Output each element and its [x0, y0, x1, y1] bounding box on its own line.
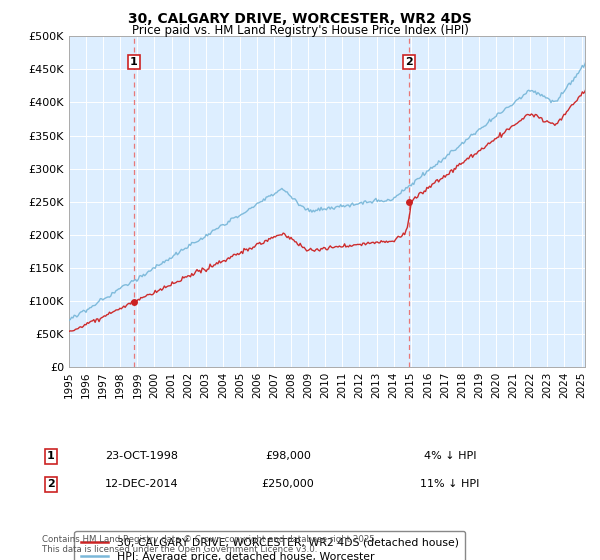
- Text: 1: 1: [47, 451, 55, 461]
- Text: 11% ↓ HPI: 11% ↓ HPI: [421, 479, 479, 489]
- Text: 12-DEC-2014: 12-DEC-2014: [105, 479, 179, 489]
- Text: 2: 2: [406, 57, 413, 67]
- Legend: 30, CALGARY DRIVE, WORCESTER, WR2 4DS (detached house), HPI: Average price, deta: 30, CALGARY DRIVE, WORCESTER, WR2 4DS (d…: [74, 531, 465, 560]
- Text: 23-OCT-1998: 23-OCT-1998: [105, 451, 178, 461]
- Text: 4% ↓ HPI: 4% ↓ HPI: [424, 451, 476, 461]
- Text: £250,000: £250,000: [262, 479, 314, 489]
- Text: 30, CALGARY DRIVE, WORCESTER, WR2 4DS: 30, CALGARY DRIVE, WORCESTER, WR2 4DS: [128, 12, 472, 26]
- Text: £98,000: £98,000: [265, 451, 311, 461]
- Text: 1: 1: [130, 57, 138, 67]
- Text: Contains HM Land Registry data © Crown copyright and database right 2025.
This d: Contains HM Land Registry data © Crown c…: [42, 535, 377, 554]
- Text: Price paid vs. HM Land Registry's House Price Index (HPI): Price paid vs. HM Land Registry's House …: [131, 24, 469, 36]
- Text: 2: 2: [47, 479, 55, 489]
